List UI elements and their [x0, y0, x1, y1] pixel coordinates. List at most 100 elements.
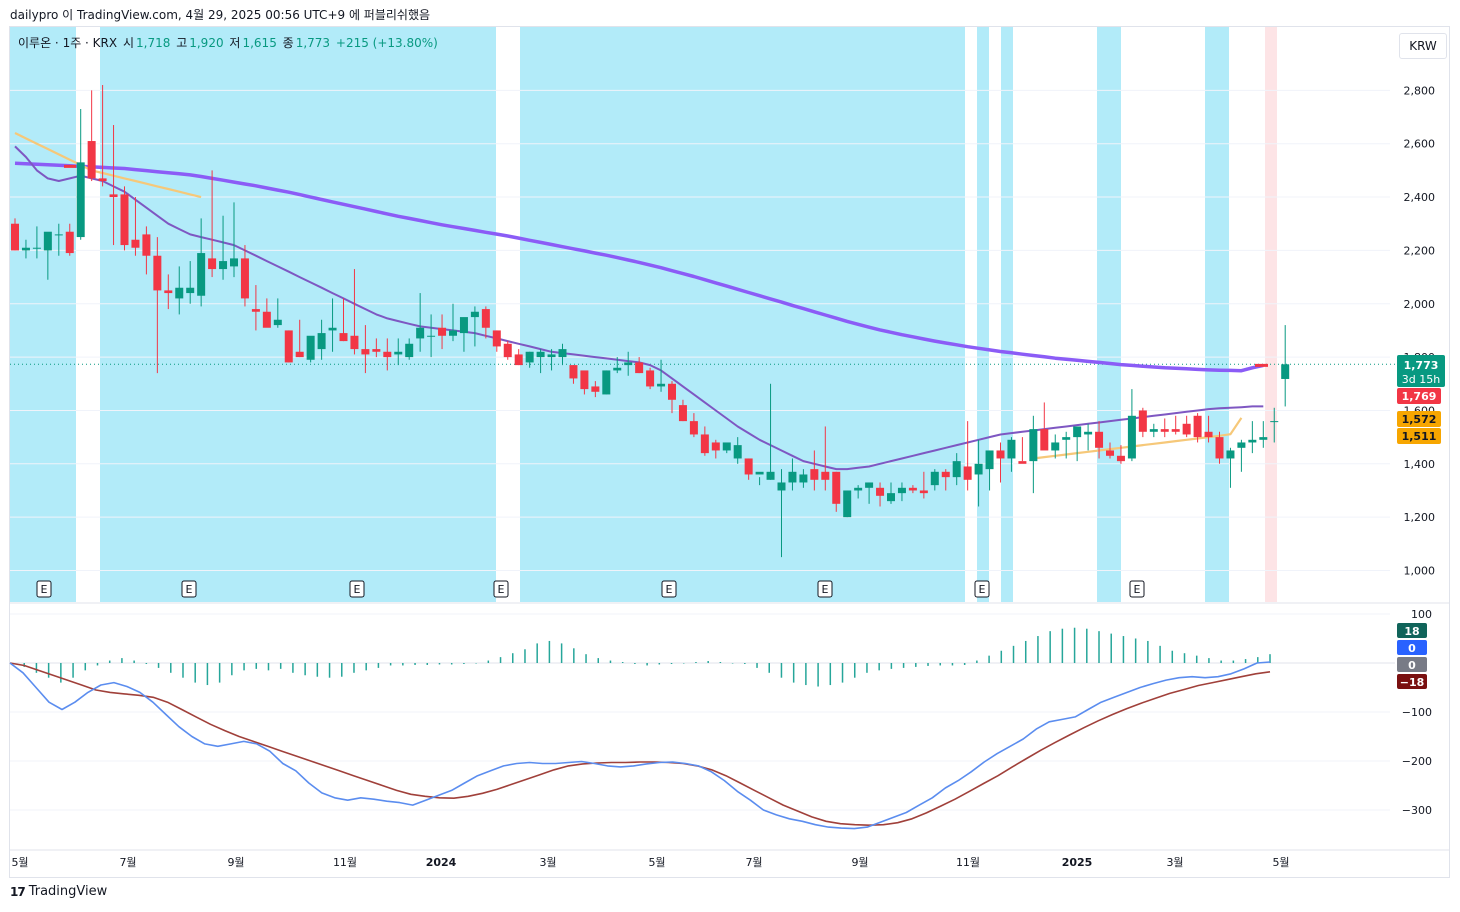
time-tick-label: 5월 [648, 856, 665, 869]
candle-body [711, 442, 720, 451]
highlight-band [977, 27, 989, 602]
candle-body [32, 247, 41, 249]
macd-histogram-bar [621, 662, 624, 663]
candle-body [952, 461, 961, 478]
macd-histogram-bar [988, 655, 990, 663]
macd-histogram-bar [756, 663, 758, 668]
bar-countdown-label: 3d 15h [1402, 373, 1440, 386]
candle-body [503, 343, 512, 358]
earnings-marker: E [661, 580, 677, 598]
macd-histogram-bar [682, 663, 685, 664]
macd-histogram-bar [731, 663, 734, 664]
currency-button[interactable]: KRW [1399, 33, 1447, 59]
macd-histogram-bar [560, 643, 563, 663]
macd-pane: 100 −100 −200 −300 18 0 0 −18 [9, 608, 1432, 830]
candle-body [1062, 437, 1071, 440]
candle-body [668, 383, 676, 400]
macd-histogram-bar [939, 663, 941, 666]
earnings-marker-label: E [498, 583, 505, 596]
macd-histogram-bar [72, 663, 74, 678]
current-price-tag-box [1397, 355, 1445, 387]
macd-histogram-bar [1000, 650, 1003, 663]
earnings-marker-label: E [979, 583, 986, 596]
earnings-marker-box [36, 580, 52, 598]
macd-histogram-bar [890, 663, 893, 669]
macd-histogram-bar [878, 663, 880, 671]
macd-histogram-bar [255, 663, 258, 669]
price-tag-label: 1,572 [1402, 413, 1437, 426]
macd-histogram-bar [866, 663, 868, 673]
candle-body [197, 253, 206, 296]
candle-body [131, 239, 140, 248]
macd-tag-label: 18 [1404, 625, 1419, 638]
highlight-band [1001, 27, 1013, 602]
candle-body [1248, 439, 1257, 443]
candle-body [919, 490, 928, 494]
macd-histogram-bar [389, 663, 392, 666]
earnings-marker-label: E [354, 583, 361, 596]
macd-tag-box [1397, 623, 1427, 638]
macd-histogram-bar [1159, 645, 1161, 663]
macd-tag: −18 [1397, 674, 1427, 689]
macd-histogram-bar [1110, 633, 1112, 663]
earnings-marker: E [36, 580, 52, 598]
macd-histogram-bar [1098, 631, 1100, 663]
candle-body [317, 333, 326, 350]
candle-body [755, 471, 764, 475]
candle-body [536, 351, 545, 358]
macd-histogram-bar [194, 663, 196, 683]
time-tick-label: 11월 [333, 856, 357, 869]
macd-histogram-bar [438, 663, 441, 665]
time-tick-label: 9월 [227, 856, 244, 869]
macd-histogram-bar [548, 640, 551, 663]
earnings-marker: E [181, 580, 197, 598]
macd-histogram-bar [1147, 640, 1149, 663]
candle-body [481, 309, 490, 328]
macd-histogram-bar [744, 663, 746, 664]
candle-body [722, 442, 731, 451]
chart-frame [9, 26, 1450, 878]
candle-body [273, 319, 282, 326]
candle-body [525, 351, 534, 363]
macd-histogram-bar [121, 658, 123, 663]
candle-body [240, 258, 249, 299]
macd-histogram-bar [658, 663, 661, 665]
symbol-name: 이루온 · 1주 · KRX [18, 36, 118, 50]
candle-body [897, 487, 906, 494]
tradingview-brand[interactable]: 17 TradingView [10, 884, 107, 899]
candle-body [350, 335, 359, 350]
macd-histogram-bar [768, 663, 770, 673]
macd-histogram-bar [414, 663, 416, 665]
earnings-marker: E [974, 580, 990, 598]
candle-body [492, 330, 501, 347]
candle-body [843, 490, 852, 518]
macd-histogram-bar [1269, 654, 1271, 663]
candle-body [1215, 437, 1224, 459]
publish-caption: dailypro 이 TradingView.com, 4월 29, 2025 … [10, 8, 431, 22]
price-tag: 1,769 [1397, 388, 1441, 404]
macd-histogram-bar [499, 657, 502, 663]
symbol-legend: 이루온 · 1주 · KRX 시 1,718 고 1,920 저 1,615 종 1,7… [18, 34, 440, 51]
time-tick-label: 11월 [956, 856, 980, 869]
candle-body [887, 493, 895, 502]
candle-body [21, 247, 30, 251]
earnings-marker: E [493, 580, 509, 598]
macd-histogram-bar [1122, 636, 1125, 663]
candle-body [854, 487, 863, 491]
macd-histogram-bar [780, 663, 783, 678]
candle-body [43, 231, 52, 251]
candle-body [591, 386, 600, 392]
highlight-band [1205, 27, 1229, 602]
macd-histogram-bar [902, 663, 905, 668]
time-tick-label: 9월 [851, 856, 868, 869]
candle-body [394, 351, 403, 355]
candle-body [646, 370, 655, 387]
macd-histogram-bar [670, 663, 673, 664]
candle-body [766, 471, 775, 480]
time-tick-label: 5월 [1272, 856, 1289, 869]
macd-histogram-bar [35, 663, 38, 673]
candle-body [799, 474, 808, 483]
highlight-band [520, 27, 965, 602]
